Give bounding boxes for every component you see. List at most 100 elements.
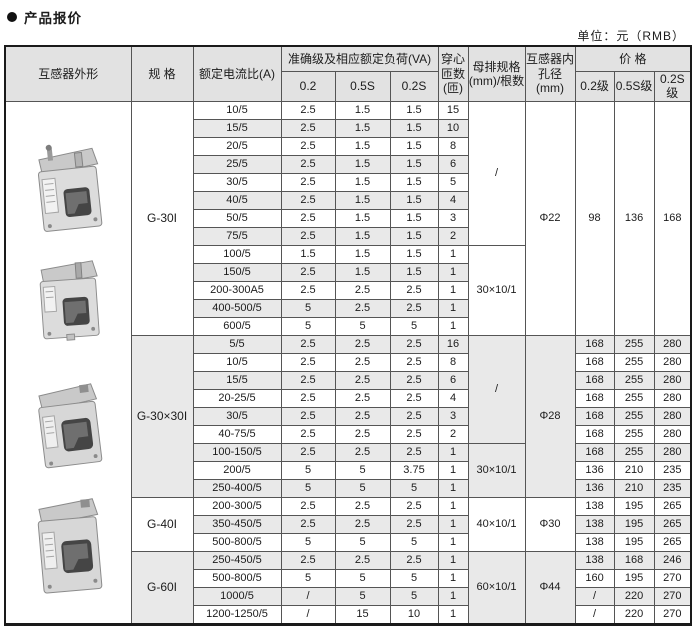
- price05s-cell: 195: [613, 514, 655, 534]
- va02-cell: 5: [280, 568, 336, 588]
- turns-cell: 1: [437, 244, 469, 264]
- bore-cell: Φ22: [524, 100, 576, 336]
- price02-cell: 98: [574, 100, 615, 336]
- va02-cell: 2.5: [280, 280, 336, 300]
- table-row: 15/5 2.5 2.5 2.5 6 168 255 280: [5, 370, 692, 390]
- price02-cell: 168: [574, 352, 615, 372]
- ratio-cell: 400-500/5: [192, 298, 282, 318]
- va05s-cell: 1.5: [334, 226, 391, 246]
- va05s-cell: 1.5: [334, 100, 391, 120]
- va02s-cell: 2.5: [389, 550, 439, 570]
- spec-cell: G-60I: [130, 550, 194, 625]
- spec-cell: G-30I: [130, 100, 194, 336]
- turns-cell: 1: [437, 262, 469, 282]
- table-row: 350-450/5 2.5 2.5 2.5 1 138 195 265: [5, 514, 692, 534]
- ratio-cell: 10/5: [192, 352, 282, 372]
- va02s-cell: 1.5: [389, 136, 439, 156]
- va02s-cell: 2.5: [389, 424, 439, 444]
- price05s-cell: 255: [613, 370, 655, 390]
- table-row: 75/5 2.5 1.5 1.5 2: [5, 226, 691, 246]
- va05s-cell: 5: [334, 586, 391, 606]
- va02-cell: 5: [280, 532, 336, 552]
- va02s-cell: 2.5: [389, 352, 439, 372]
- va02s-cell: 1.5: [389, 226, 439, 246]
- price02-cell: 160: [574, 568, 615, 588]
- price05s-cell: 136: [613, 100, 655, 336]
- header-va-0.5s: 0.5S: [334, 71, 391, 102]
- header-ratio: 额定电流比(A): [192, 45, 282, 102]
- busbar-cell: /: [467, 100, 526, 246]
- header-price-0.2: 0.2级: [574, 71, 615, 102]
- va02-cell: 5: [280, 478, 336, 498]
- price05s-cell: 195: [613, 568, 655, 588]
- va02-cell: 1.5: [280, 244, 336, 264]
- table-row: 400-500/5 5 2.5 2.5 1: [5, 298, 691, 318]
- va02-cell: 2.5: [280, 172, 336, 192]
- va05s-cell: 5: [334, 460, 391, 480]
- price-table: 互感器外形 规 格 额定电流比(A) 准确级及相应额定负荷(VA) 穿心 匝数 …: [4, 45, 693, 626]
- turns-cell: 1: [437, 568, 469, 588]
- price02s-cell: 270: [653, 568, 692, 588]
- va05s-cell: 2.5: [334, 298, 391, 318]
- price02-cell: 136: [574, 478, 615, 498]
- va02-cell: 5: [280, 316, 336, 336]
- va02s-cell: 1.5: [389, 262, 439, 282]
- turns-cell: 10: [437, 118, 469, 138]
- va02s-cell: 1.5: [389, 100, 439, 120]
- price05s-cell: 255: [613, 406, 655, 426]
- va02-cell: 2.5: [280, 262, 336, 282]
- va05s-cell: 1.5: [334, 172, 391, 192]
- turns-cell: 8: [437, 136, 469, 156]
- bullet-icon: [7, 12, 17, 22]
- price02s-cell: 246: [653, 550, 692, 570]
- turns-cell: 1: [437, 478, 469, 498]
- price02-cell: /: [574, 586, 615, 606]
- header-busbar: 母排规格 (mm)/根数: [467, 45, 526, 102]
- va02-cell: 2.5: [280, 424, 336, 444]
- va02-cell: 2.5: [280, 226, 336, 246]
- header-price-0.5s: 0.5S级: [613, 71, 655, 102]
- va05s-cell: 2.5: [334, 388, 391, 408]
- va05s-cell: 5: [334, 478, 391, 498]
- va02-cell: 5: [280, 298, 336, 318]
- unit-note: 单位：元（RMB）: [577, 29, 685, 43]
- price02s-cell: 168: [653, 100, 692, 336]
- ratio-cell: 15/5: [192, 118, 282, 138]
- va02-cell: 2.5: [280, 496, 336, 516]
- table-row: 250-400/5 5 5 5 1 136 210 235: [5, 478, 692, 498]
- turns-cell: 1: [437, 496, 469, 516]
- va05s-cell: 1.5: [334, 208, 391, 228]
- price02-cell: /: [574, 604, 615, 625]
- spec-cell: G-30×30I: [130, 334, 194, 498]
- va02s-cell: 5: [389, 568, 439, 588]
- turns-cell: 4: [437, 190, 469, 210]
- turns-cell: 1: [437, 280, 469, 300]
- turns-cell: 2: [437, 424, 469, 444]
- va02-cell: 2.5: [280, 136, 336, 156]
- header-va-0.2: 0.2: [280, 71, 336, 102]
- price02s-cell: 270: [653, 604, 692, 625]
- transformer-photo-4: [38, 498, 103, 594]
- va05s-cell: 1.5: [334, 154, 391, 174]
- ratio-cell: 25/5: [192, 154, 282, 174]
- busbar-cell: 40×10/1: [467, 496, 526, 552]
- turns-cell: 2: [437, 226, 469, 246]
- va05s-cell: 2.5: [334, 424, 391, 444]
- header-spec: 规 格: [130, 45, 194, 102]
- turns-cell: 8: [437, 352, 469, 372]
- turns-cell: 1: [437, 442, 469, 462]
- table-row: 30/5 2.5 2.5 2.5 3 168 255 280: [5, 406, 692, 426]
- va05s-cell: 1.5: [334, 190, 391, 210]
- table-row: 600/5 5 5 5 1: [5, 316, 691, 336]
- turns-cell: 1: [437, 604, 469, 625]
- header-price-group: 价 格: [574, 45, 692, 72]
- transformer-photo-3: [38, 383, 103, 469]
- va05s-cell: 2.5: [334, 334, 391, 354]
- price02s-cell: 280: [653, 442, 692, 462]
- price02s-cell: 235: [653, 478, 692, 498]
- turns-cell: 1: [437, 460, 469, 480]
- va05s-cell: 1.5: [334, 136, 391, 156]
- price02-cell: 138: [574, 532, 615, 552]
- price02s-cell: 265: [653, 514, 692, 534]
- page-title: 产品报价: [24, 11, 82, 26]
